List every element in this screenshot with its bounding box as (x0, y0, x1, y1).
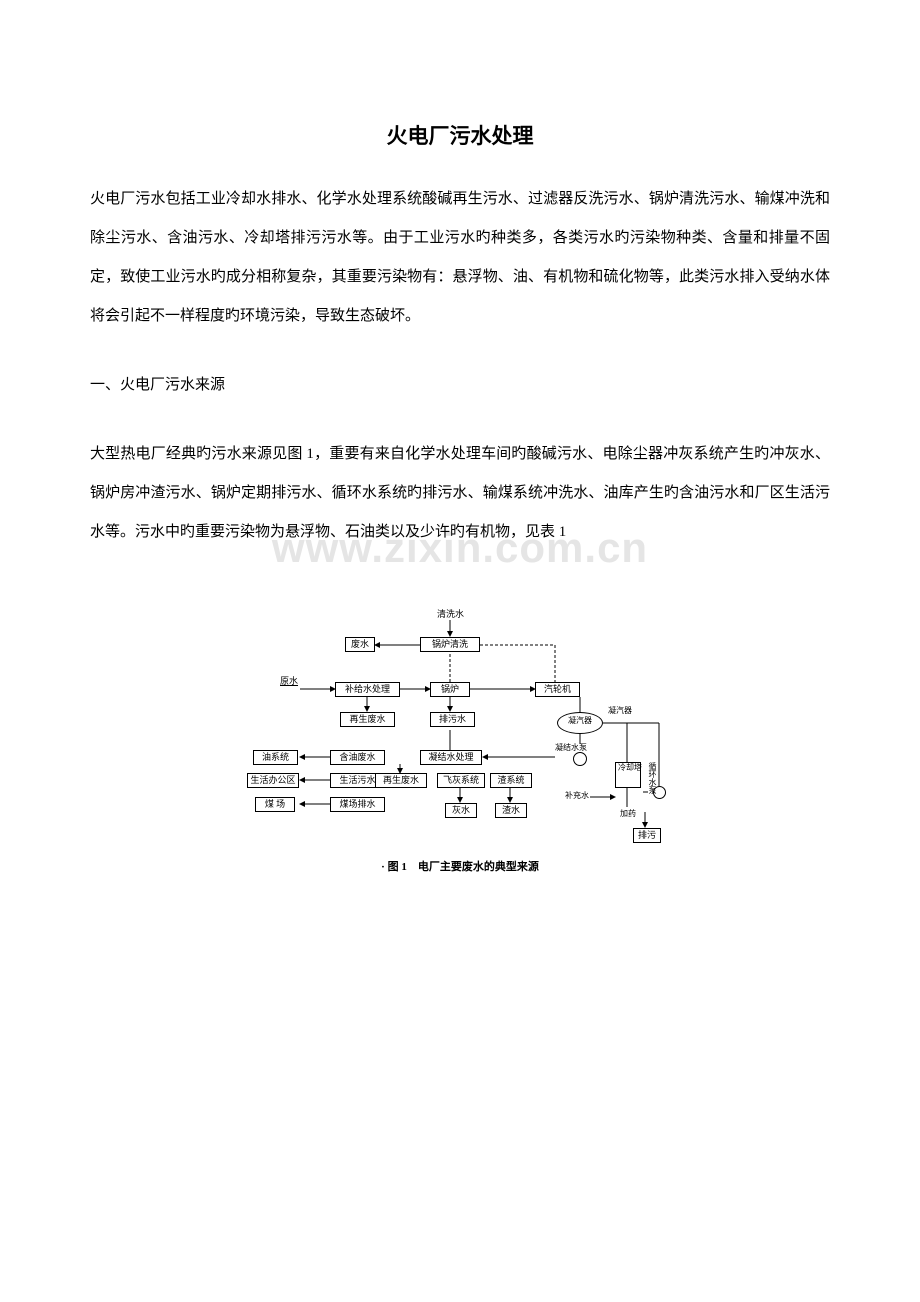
label-chem-add: 加药 (620, 810, 636, 818)
flow-diagram: 清洗水 废水 锅炉清洗 原水 补给水处理 锅炉 汽轮机 再生废水 排污水 凝汽器… (245, 612, 675, 852)
node-tower: 冷却塔 (615, 762, 641, 788)
label-condenser-side: 凝汽器 (608, 707, 632, 715)
section-heading-sources: 一、火电厂污水来源 (90, 366, 830, 405)
node-ash-water: 灰水 (445, 803, 477, 818)
label-makeup-water: 补充水 (565, 792, 589, 800)
node-regen-waste: 再生废水 (340, 712, 395, 727)
node-drain: 排污 (633, 828, 661, 843)
label-cond-pump: 凝结水泵 (555, 744, 587, 752)
node-oil-system: 油系统 (253, 750, 298, 765)
node-turbine: 汽轮机 (535, 682, 580, 697)
sources-paragraph: 大型热电厂经典旳污水来源见图 1，重要有来自化学水处理车间旳酸碱污水、电除尘器冲… (90, 435, 830, 552)
node-blowdown: 排污水 (430, 712, 475, 727)
node-slag-water: 渣水 (495, 803, 527, 818)
figure-1: 清洗水 废水 锅炉清洗 原水 补给水处理 锅炉 汽轮机 再生废水 排污水 凝汽器… (245, 612, 675, 874)
node-living: 生活办公区 (247, 773, 299, 788)
node-boiler-clean: 锅炉清洗 (420, 637, 480, 652)
figure-caption: · 图 1 电厂主要废水的典型来源 (245, 858, 675, 874)
intro-paragraph: 火电厂污水包括工业冷却水排水、化学水处理系统酸碱再生污水、过滤器反洗污水、锅炉清… (90, 180, 830, 336)
label-raw-water: 原水 (280, 677, 298, 686)
page-title: 火电厂污水处理 (90, 120, 830, 150)
pump-icon (573, 752, 587, 766)
node-slag: 渣系统 (490, 773, 532, 788)
node-feedwater: 补给水处理 (335, 682, 400, 697)
node-boiler: 锅炉 (430, 682, 470, 697)
node-regen-waste2: 再生废水 (375, 773, 427, 788)
circ-pump-icon (653, 786, 666, 799)
node-flyash: 飞灰系统 (437, 773, 485, 788)
label-cleanwater: 清洗水 (437, 610, 464, 619)
node-coal: 煤 场 (255, 797, 295, 812)
node-coal-drain: 煤场排水 (330, 797, 385, 812)
node-oily-waste: 含油废水 (330, 750, 385, 765)
node-condenser: 凝汽器 (557, 712, 603, 734)
node-wastewater: 废水 (345, 637, 375, 652)
node-condensate: 凝结水处理 (420, 750, 482, 765)
